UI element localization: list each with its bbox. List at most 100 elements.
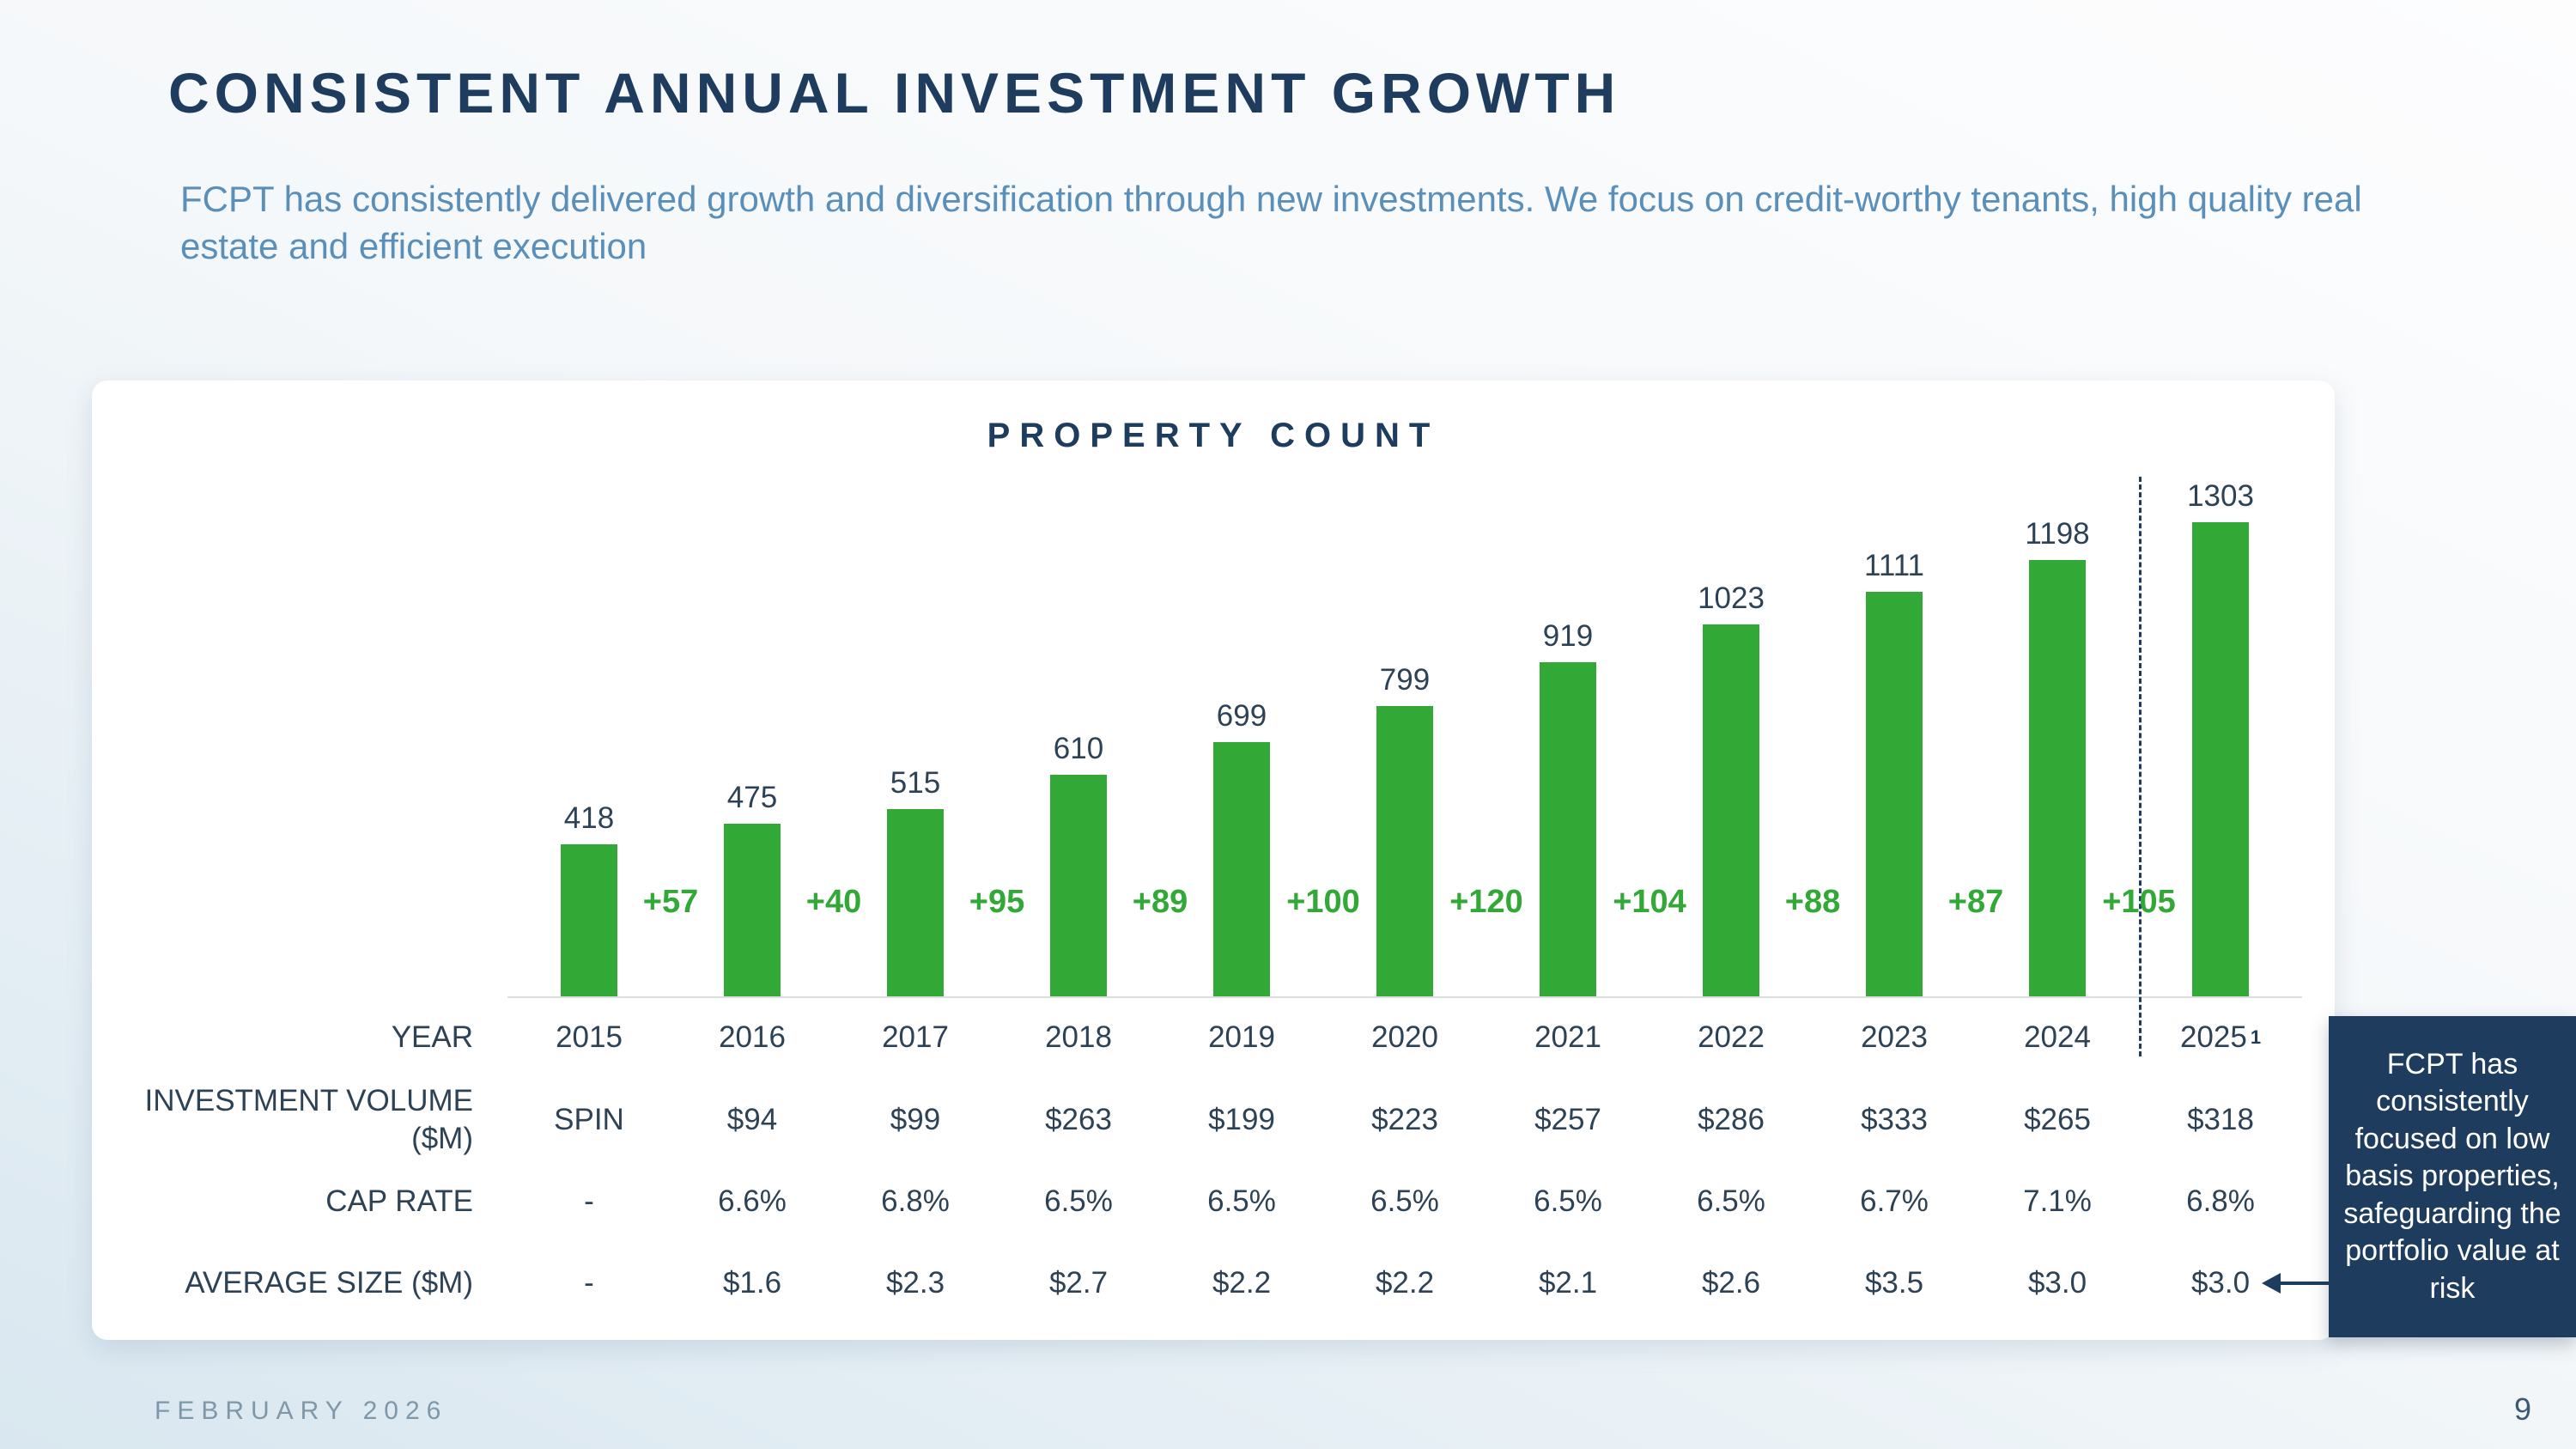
- cell-value: $2.7: [1048, 1266, 1109, 1300]
- bar-group: 1023: [1649, 581, 1813, 996]
- cell-average-size-m-2025: $3.0: [2139, 1240, 2302, 1326]
- callout-arrow: [2262, 1273, 2329, 1294]
- bar-2017: [887, 809, 944, 996]
- chart-row-spacer: [92, 483, 507, 998]
- cell-year-2024: 2024: [1976, 998, 2139, 1077]
- row-label: YEAR: [391, 1020, 473, 1055]
- delta-label: +120: [1449, 884, 1523, 920]
- chart-card: PROPERTY COUNT 418 +57 475 +40 515 +95 610 +89 6…: [92, 381, 2335, 1340]
- cell-value: 6.8%: [881, 1184, 950, 1218]
- cell-cap-rate-2025: 6.8%: [2139, 1163, 2302, 1240]
- cell-value: 6.6%: [718, 1184, 787, 1218]
- cell-value: $2.3: [885, 1266, 945, 1300]
- cell-value: $223: [1371, 1103, 1438, 1136]
- cell-investment-volume-m-2016: $94: [671, 1077, 834, 1163]
- cell-value: 2015: [556, 1020, 623, 1054]
- bar-value-label: 610: [1053, 732, 1104, 765]
- cell-value: $99: [890, 1103, 941, 1136]
- cell-value: SPIN: [554, 1103, 624, 1136]
- bar-2024: [2029, 560, 2086, 996]
- bar-value-label: 799: [1379, 663, 1431, 697]
- cell-cap-rate-2016: 6.6%: [671, 1163, 834, 1240]
- cell-value: 2018: [1045, 1020, 1112, 1054]
- delta-label: +100: [1286, 884, 1360, 920]
- delta-label: +88: [1784, 884, 1841, 920]
- callout-box: FCPT has consistently focused on low bas…: [2329, 1016, 2576, 1337]
- cell-value: $3.0: [2190, 1266, 2251, 1300]
- row-label: AVERAGE SIZE ($M): [185, 1266, 473, 1300]
- cell-value: 6.5%: [1370, 1184, 1439, 1218]
- cell-value: 2024: [2024, 1020, 2091, 1054]
- cell-average-size-m-2022: $2.6: [1649, 1240, 1813, 1326]
- cell-value: 2017: [882, 1020, 949, 1054]
- cell-year-2017: 2017: [834, 998, 997, 1077]
- cell-average-size-m-2020: $2.2: [1323, 1240, 1486, 1326]
- cell-investment-volume-m-2019: $199: [1160, 1077, 1323, 1163]
- cell-cap-rate-2022: 6.5%: [1649, 1163, 1813, 1240]
- cell-value: 7.1%: [2023, 1184, 2092, 1218]
- cell-value: $318: [2187, 1103, 2254, 1136]
- cell-investment-volume-m-2023: $333: [1813, 1077, 1976, 1163]
- bar-group: 919: [1486, 619, 1649, 996]
- cell-value: $257: [1534, 1103, 1601, 1136]
- chart-column-2019: +89 699: [1133, 483, 1323, 998]
- chart-column-2021: +120 919: [1449, 483, 1649, 998]
- bar-group: 1303: [2139, 479, 2302, 996]
- cell-cap-rate-2017: 6.8%: [834, 1163, 997, 1240]
- cell-cap-rate-2020: 6.5%: [1323, 1163, 1486, 1240]
- chart-title: PROPERTY COUNT: [987, 417, 1440, 454]
- cell-value: 6.8%: [2186, 1184, 2255, 1218]
- cell-value: $3.0: [2027, 1266, 2087, 1300]
- cell-investment-volume-m-2024: $265: [1976, 1077, 2139, 1163]
- row-label-cap-rate: CAP RATE: [92, 1163, 507, 1240]
- cell-value: $1.6: [722, 1266, 782, 1300]
- cell-value: 2021: [1534, 1020, 1601, 1054]
- cell-value: 6.5%: [1207, 1184, 1276, 1218]
- chart-column-2025: +105 1303: [2102, 479, 2302, 998]
- cell-investment-volume-m-2015: SPIN: [507, 1077, 671, 1163]
- bar-2015: [561, 844, 617, 996]
- bar-value-label: 699: [1216, 699, 1267, 733]
- bar-group: 418: [507, 801, 671, 996]
- delta-label: +87: [1947, 884, 2004, 920]
- cell-value: $286: [1698, 1103, 1765, 1136]
- cell-year-2016: 2016: [671, 998, 834, 1077]
- bar-2021: [1540, 662, 1596, 996]
- delta-label: +57: [642, 884, 699, 920]
- page-title: CONSISTENT ANNUAL INVESTMENT GROWTH: [168, 61, 1621, 125]
- chart-column-2023: +88 1111: [1785, 483, 1976, 998]
- cell-value: 2023: [1861, 1020, 1928, 1054]
- row-label: CAP RATE: [325, 1184, 473, 1219]
- bar-value-label: 475: [726, 781, 778, 814]
- cell-value: -: [584, 1184, 594, 1218]
- cell-value: 6.5%: [1697, 1184, 1765, 1218]
- cell-value: $2.2: [1375, 1266, 1435, 1300]
- cell-average-size-m-2024: $3.0: [1976, 1240, 2139, 1326]
- cell-average-size-m-2019: $2.2: [1160, 1240, 1323, 1326]
- cell-cap-rate-2018: 6.5%: [997, 1163, 1160, 1240]
- chart-column-2024: +87 1198: [1948, 483, 2139, 998]
- cell-cap-rate-2024: 7.1%: [1976, 1163, 2139, 1240]
- cell-cap-rate-2015: -: [507, 1163, 671, 1240]
- bar-group: 1111: [1813, 549, 1976, 996]
- cell-value: 6.5%: [1044, 1184, 1113, 1218]
- bar-group: 799: [1323, 663, 1486, 996]
- cell-value: 2022: [1698, 1020, 1765, 1054]
- delta-label: +40: [805, 884, 862, 920]
- cell-value: 2020: [1371, 1020, 1438, 1054]
- delta-label: +95: [969, 884, 1025, 920]
- cell-investment-volume-m-2021: $257: [1486, 1077, 1649, 1163]
- row-label: INVESTMENT VOLUME ($M): [144, 1084, 473, 1155]
- cell-value: $333: [1861, 1103, 1928, 1136]
- cell-investment-volume-m-2017: $99: [834, 1077, 997, 1163]
- bar-value-label: 1303: [2187, 479, 2254, 513]
- bar-group: 1198: [1976, 517, 2139, 996]
- page-number: 9: [2513, 1391, 2531, 1427]
- cell-average-size-m-2015: -: [507, 1240, 671, 1326]
- row-label-average-size-m: AVERAGE SIZE ($M): [92, 1240, 507, 1326]
- cell-year-2020: 2020: [1323, 998, 1486, 1077]
- cell-value: $2.2: [1212, 1266, 1272, 1300]
- footer-date: FEBRUARY 2026: [155, 1397, 448, 1425]
- cell-value: -: [584, 1266, 594, 1300]
- cell-cap-rate-2021: 6.5%: [1486, 1163, 1649, 1240]
